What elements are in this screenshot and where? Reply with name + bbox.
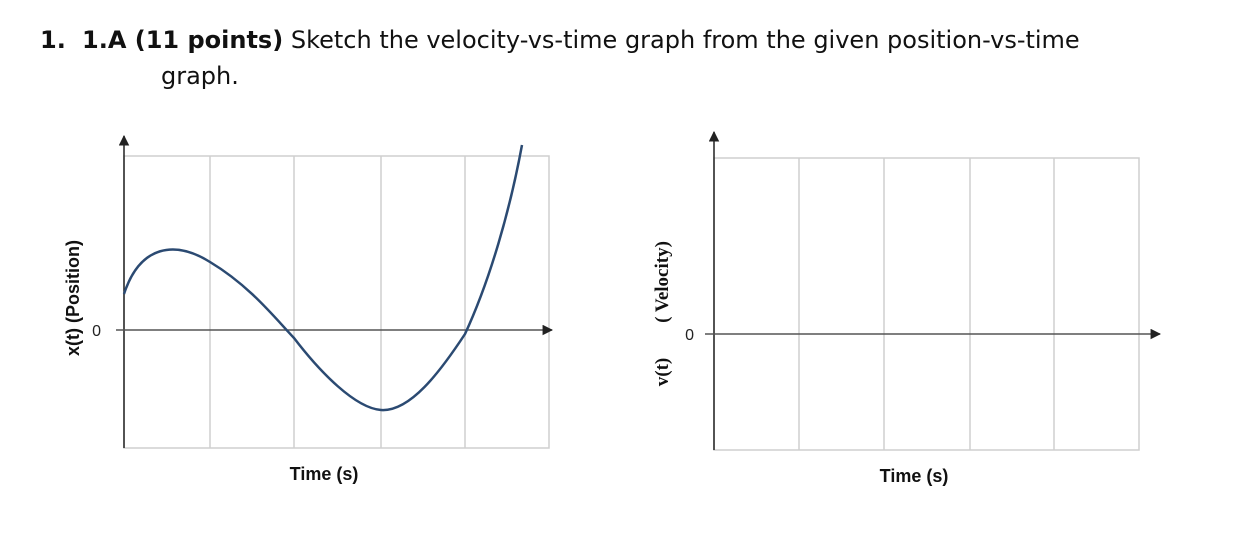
velocity-zero-tick: 0 [685, 327, 694, 344]
velocity-y-label-var: v(t) [652, 358, 673, 386]
question-prompt-line1: Sketch the velocity-vs-time graph from t… [290, 26, 1080, 54]
position-graph: 0 x(t) (Position) Time (s) [63, 134, 554, 484]
question-heading: 1.A (11 points) [82, 26, 284, 54]
velocity-y-label-name: ( Velocity) [652, 241, 673, 323]
position-grid-frame [123, 155, 550, 449]
position-zero-tick: 0 [92, 323, 101, 340]
position-x-label: Time (s) [290, 464, 359, 484]
question-prompt-line2: graph. [161, 62, 239, 90]
question-number: 1. [40, 26, 66, 54]
question-text: 1. 1.A (11 points) Sketch the velocity-vs… [40, 22, 1200, 94]
velocity-graph: 0 v(t) ( Velocity) Time (s) [652, 130, 1162, 486]
velocity-grid-frame [713, 157, 1140, 451]
position-y-label: x(t) (Position) [63, 240, 83, 356]
velocity-x-label: Time (s) [880, 466, 949, 486]
position-curve [122, 144, 524, 412]
